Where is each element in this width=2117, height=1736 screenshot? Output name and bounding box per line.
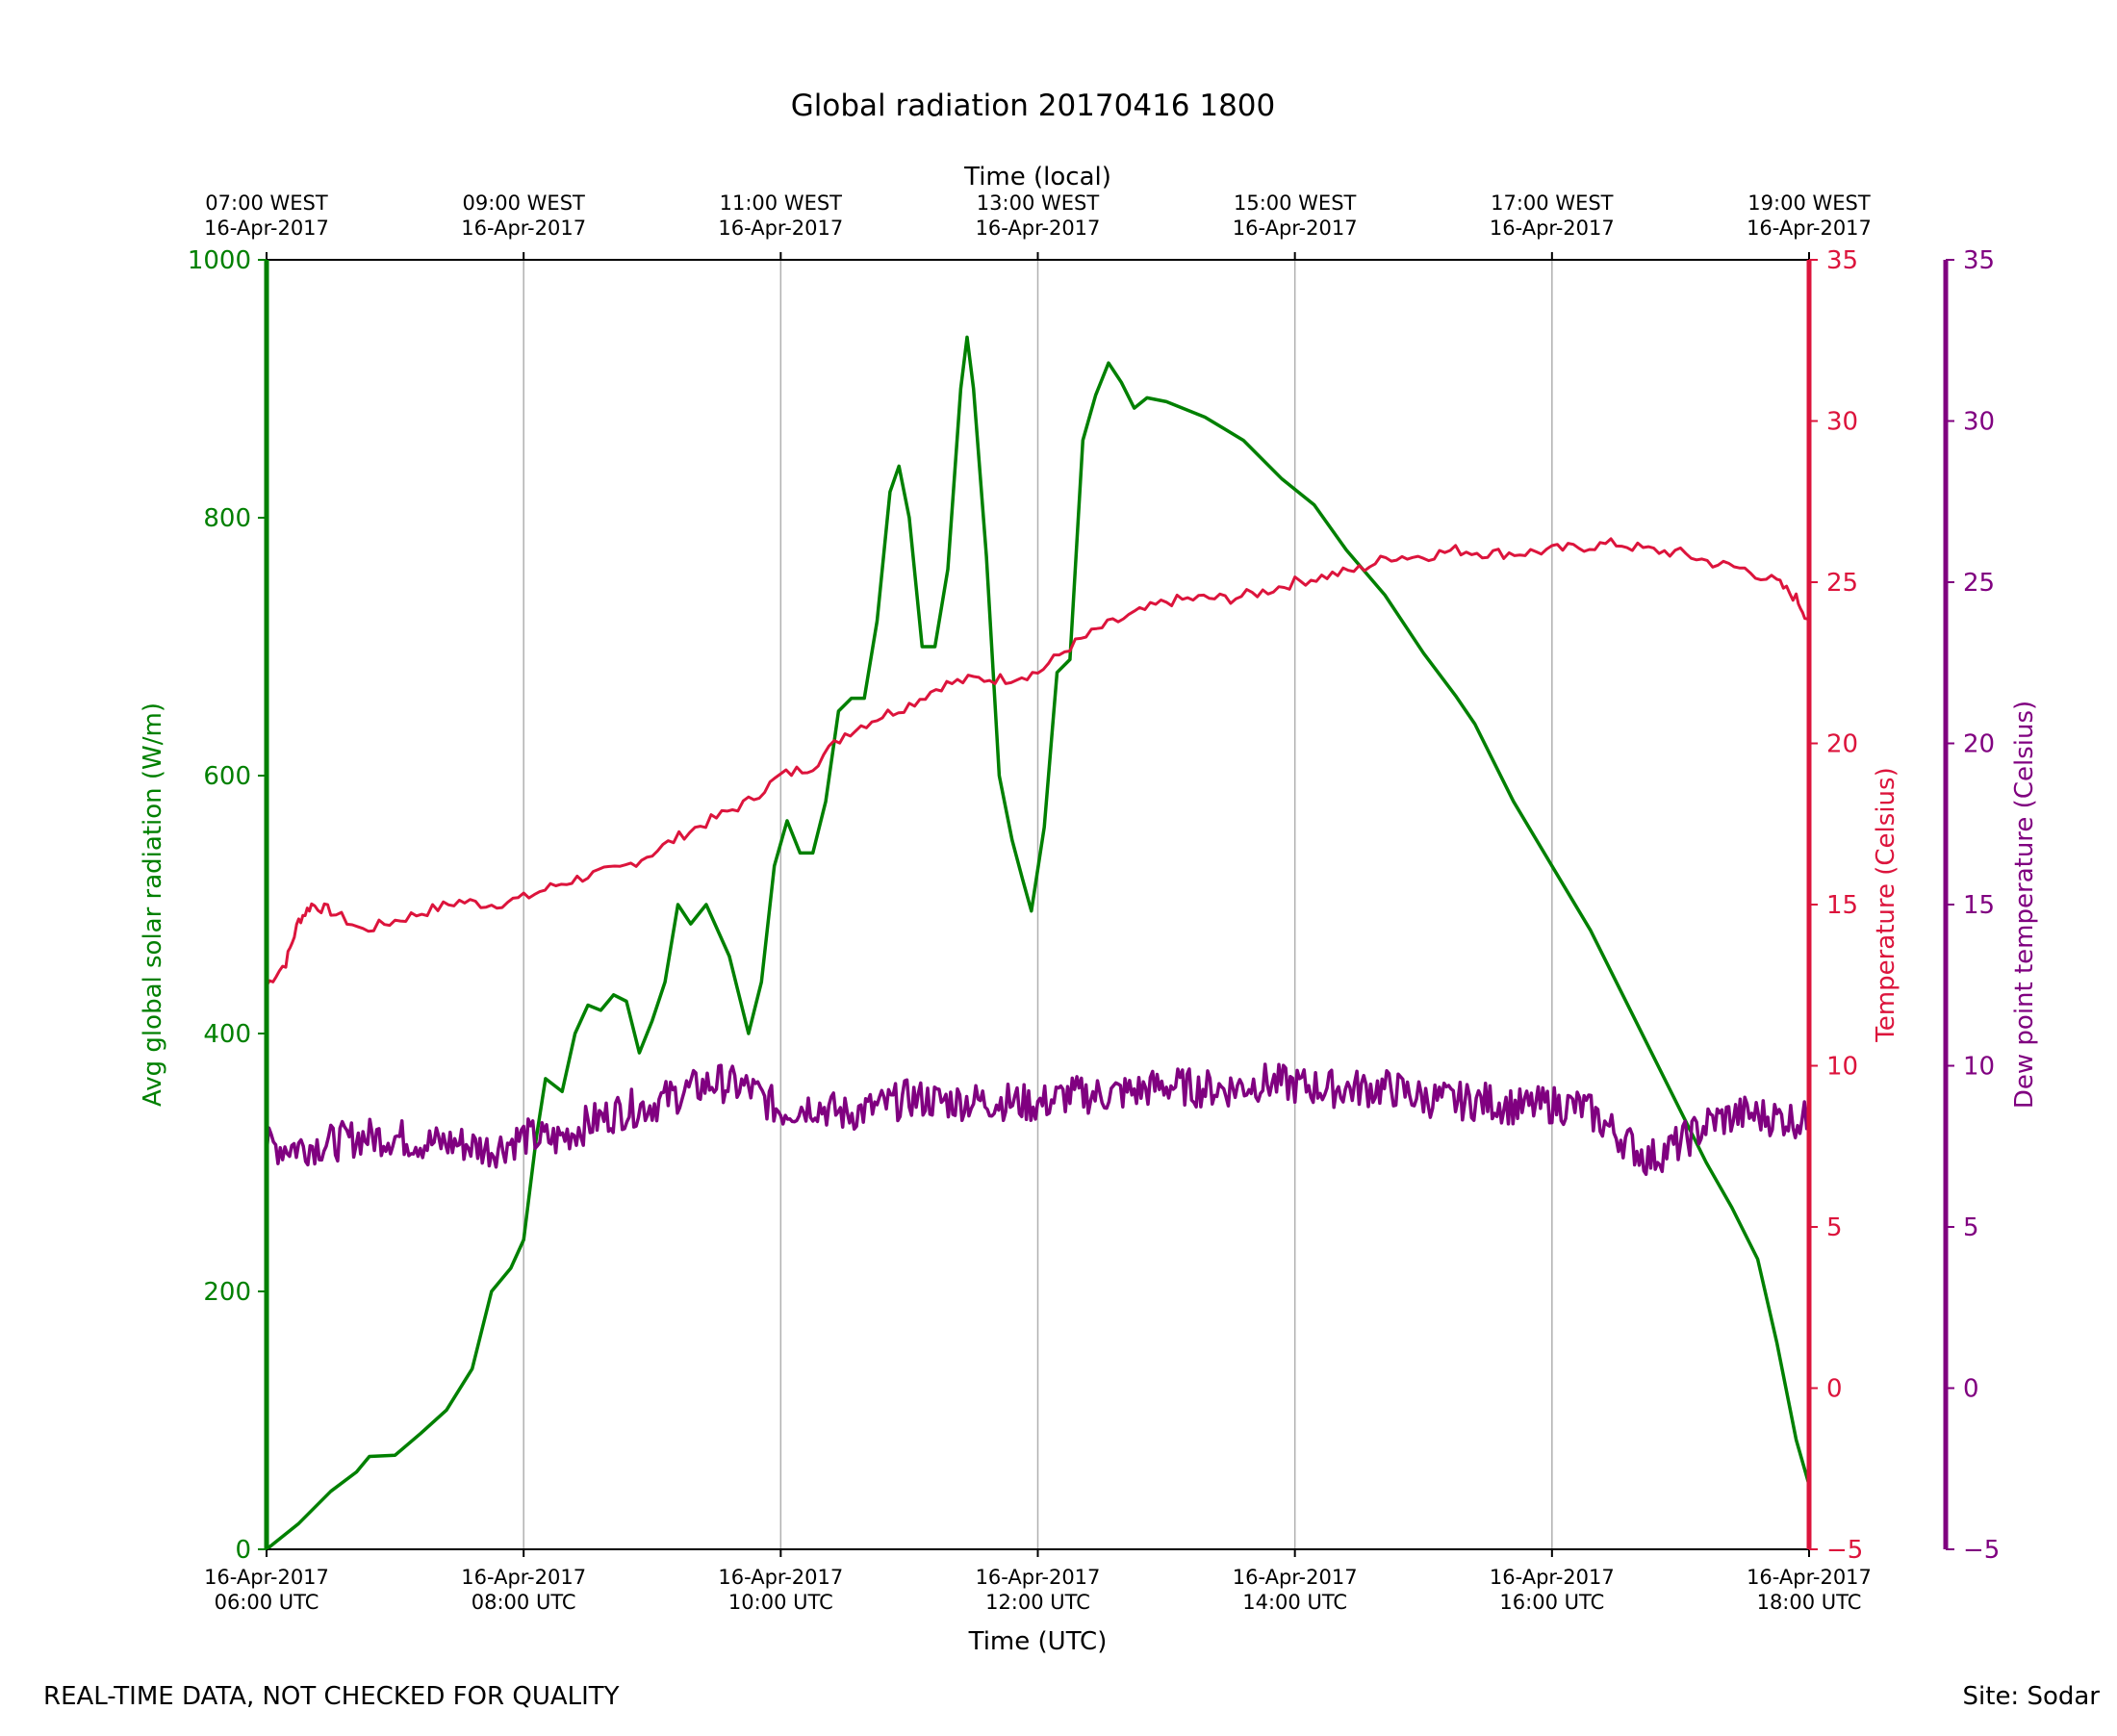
dewpoint-line — [265, 1062, 1811, 1177]
x-tick-label-bottom-time: 08:00 UTC — [472, 1591, 576, 1614]
y-axis-label-right2: Dew point temperature (Celsius) — [2010, 701, 2039, 1109]
y-tick-label-right: 5 — [1826, 1213, 1843, 1242]
x-tick-label-bottom-date: 16-Apr-2017 — [1490, 1566, 1615, 1589]
x-tick-label-top-time: 11:00 WEST — [720, 191, 843, 215]
x-tick-label-top-date: 16-Apr-2017 — [976, 217, 1101, 240]
y-tick-label-right2: 20 — [1963, 730, 1995, 759]
temperature-line — [265, 537, 1811, 986]
y-tick-label-left: 1000 — [188, 246, 251, 275]
x-tick-label-top-date: 16-Apr-2017 — [1233, 217, 1358, 240]
x-tick-label-top-date: 16-Apr-2017 — [1747, 217, 1872, 240]
x-tick-label-top-time: 09:00 WEST — [462, 191, 585, 215]
y-tick-label-right2: 25 — [1963, 569, 1995, 598]
y-tick-label-left: 0 — [235, 1536, 251, 1565]
x-tick-label-bottom-time: 18:00 UTC — [1757, 1591, 1862, 1614]
radiation-line — [265, 335, 1811, 1551]
x-tick-label-bottom-time: 12:00 UTC — [985, 1591, 1090, 1614]
y-axis-label-left: Avg global solar radiation (W/m) — [139, 702, 167, 1107]
x-tick-label-top-time: 15:00 WEST — [1234, 191, 1357, 215]
x-tick-label-top-date: 16-Apr-2017 — [204, 217, 329, 240]
x-tick-label-bottom-time: 06:00 UTC — [215, 1591, 319, 1614]
x-tick-label-top-date: 16-Apr-2017 — [718, 217, 843, 240]
x-axis-label: Time (UTC) — [968, 1627, 1108, 1656]
y-tick-label-left: 600 — [203, 762, 251, 791]
y-tick-label-right: 15 — [1826, 891, 1858, 920]
y-tick-label-left: 200 — [203, 1278, 251, 1307]
x-tick-label-top-time: 13:00 WEST — [977, 191, 1100, 215]
y-tick-label-right: 25 — [1826, 569, 1858, 598]
x-tick-label-top-date: 16-Apr-2017 — [1490, 217, 1615, 240]
y-tick-label-right: 10 — [1826, 1053, 1858, 1082]
y-tick-label-right: 0 — [1826, 1375, 1843, 1404]
y-tick-label-right2: 0 — [1963, 1375, 1979, 1404]
x-tick-label-top-time: 19:00 WEST — [1747, 191, 1871, 215]
x-tick-label-bottom-time: 10:00 UTC — [728, 1591, 833, 1614]
grid-layer — [523, 260, 1553, 1549]
y-axis-label-right: Temperature (Celsius) — [1872, 767, 1900, 1042]
y-tick-label-right: 20 — [1826, 730, 1858, 759]
x-tick-label-top-time: 17:00 WEST — [1491, 191, 1614, 215]
y-tick-label-left: 800 — [203, 504, 251, 533]
x-tick-label-top-date: 16-Apr-2017 — [461, 217, 586, 240]
chart-title: Global radiation 20170416 1800 — [791, 89, 1276, 123]
y-tick-label-left: 400 — [203, 1020, 251, 1049]
axes-layer — [258, 252, 1954, 1557]
series-layer — [265, 335, 1811, 1551]
y-tick-label-right: 35 — [1826, 246, 1858, 275]
x-tick-label-bottom-date: 16-Apr-2017 — [1747, 1566, 1872, 1589]
y-tick-label-right2: 35 — [1963, 246, 1995, 275]
x-tick-label-bottom-date: 16-Apr-2017 — [461, 1566, 586, 1589]
x-tick-label-bottom-time: 14:00 UTC — [1242, 1591, 1347, 1614]
x-tick-label-bottom-date: 16-Apr-2017 — [976, 1566, 1101, 1589]
y-tick-label-right2: 5 — [1963, 1213, 1979, 1242]
x-tick-label-bottom-date: 16-Apr-2017 — [1233, 1566, 1358, 1589]
y-tick-label-right: 30 — [1826, 408, 1858, 437]
x-axis-label-top: Time (local) — [963, 163, 1111, 191]
y-tick-label-right2: 30 — [1963, 408, 1995, 437]
x-tick-label-bottom-time: 16:00 UTC — [1499, 1591, 1604, 1614]
x-tick-label-bottom-date: 16-Apr-2017 — [204, 1566, 329, 1589]
y-tick-label-right2: 15 — [1963, 891, 1995, 920]
y-tick-label-right2: 10 — [1963, 1053, 1995, 1082]
x-tick-label-top-time: 07:00 WEST — [205, 191, 328, 215]
quality-disclaimer: REAL-TIME DATA, NOT CHECKED FOR QUALITY — [43, 1682, 620, 1711]
y-tick-label-right: −5 — [1826, 1536, 1863, 1565]
y-tick-label-right2: −5 — [1963, 1536, 2000, 1565]
site-label: Site: Sodar — [1962, 1682, 2100, 1711]
x-tick-label-bottom-date: 16-Apr-2017 — [718, 1566, 843, 1589]
